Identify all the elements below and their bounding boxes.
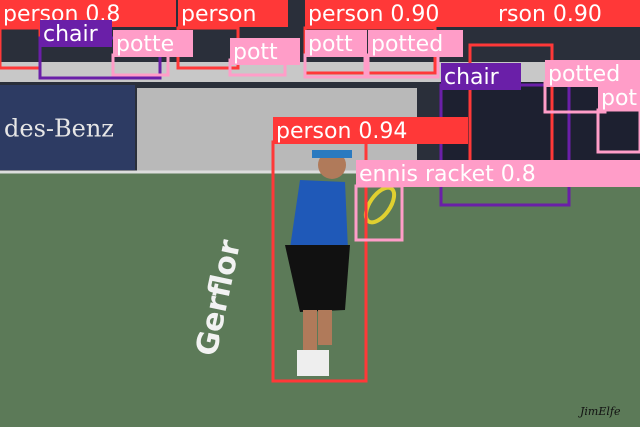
detection-label: pott xyxy=(308,32,353,57)
banner xyxy=(0,85,135,170)
label-background xyxy=(305,30,367,57)
label-background xyxy=(178,0,288,27)
banner-text: des-Benz xyxy=(4,115,114,143)
label-background xyxy=(495,0,640,27)
detection-label: person 0.90 xyxy=(308,2,439,27)
label-background xyxy=(40,20,112,47)
detection-label: pot xyxy=(601,86,637,111)
label-background xyxy=(356,160,640,187)
detection-label: person xyxy=(181,2,256,27)
detection-label: pott xyxy=(233,40,278,65)
label-background xyxy=(230,38,300,65)
detection-label: potted xyxy=(371,32,443,57)
detection-label: person 0.94 xyxy=(276,119,407,144)
signature: JimElfe xyxy=(578,405,621,418)
detection-label: potte xyxy=(116,32,174,57)
detection-label: rson 0.90 xyxy=(498,2,602,27)
label-background xyxy=(305,0,500,27)
label-background xyxy=(545,60,640,87)
detection-label: ennis racket 0.8 xyxy=(359,162,536,187)
label-background xyxy=(113,30,193,57)
detection-label: chair xyxy=(43,22,99,47)
label-background xyxy=(273,117,468,144)
detection-label: chair xyxy=(444,65,500,90)
player xyxy=(285,150,397,376)
label-background xyxy=(441,63,521,90)
label-background xyxy=(368,30,463,57)
label-background xyxy=(598,84,640,111)
detection-label: potted xyxy=(548,62,620,87)
